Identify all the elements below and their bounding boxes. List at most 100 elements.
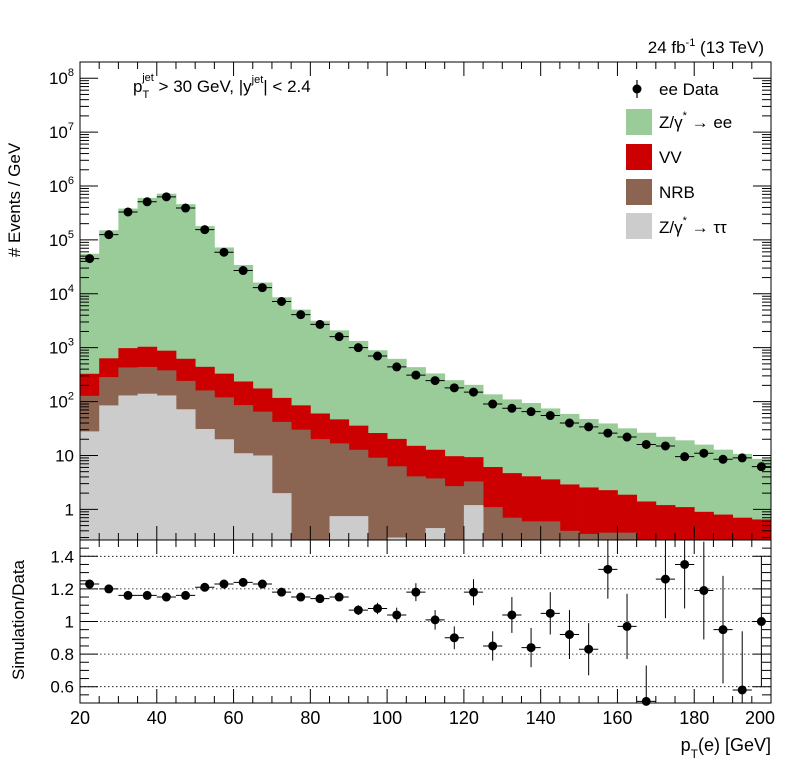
lumi-label: 24 fb-1 (13 TeV) xyxy=(648,37,764,57)
y-tick-label-exponent: 6 xyxy=(68,175,74,187)
y-tick-label: 104 xyxy=(49,283,74,304)
bar-nrb xyxy=(579,533,599,540)
bar-z xyxy=(233,453,254,540)
lumi-tail: (13 TeV) xyxy=(695,38,764,57)
legend-nrb-label: NRB xyxy=(659,183,695,202)
bar-vv xyxy=(675,507,695,540)
bar-z xyxy=(118,395,138,540)
bar-nrb xyxy=(406,476,426,540)
legend-zee-label: Z/γ* → ee xyxy=(659,110,732,132)
ratio-point xyxy=(123,590,133,600)
data-point xyxy=(641,439,651,449)
data-point xyxy=(181,203,191,213)
ratio-point xyxy=(85,579,95,589)
legend-entry-ztt: Z/γ* → ττ xyxy=(626,213,727,239)
cut-pt-sub: T xyxy=(142,89,149,101)
cut-pt-sup: jet xyxy=(141,72,154,84)
y-tick-label-base: 10 xyxy=(49,69,68,88)
data-point xyxy=(622,432,632,442)
data-point xyxy=(411,370,421,380)
x-tick-label: 100 xyxy=(372,708,402,728)
bar-vv xyxy=(655,505,676,540)
y-tick-label-base: 10 xyxy=(49,123,68,142)
y-tick-label: 1 xyxy=(65,500,74,519)
ratio-point xyxy=(430,615,440,625)
bar-nrb xyxy=(521,521,542,540)
bar-z xyxy=(348,516,369,540)
bar-z xyxy=(175,409,196,540)
data-point xyxy=(660,441,670,451)
ratio-point xyxy=(622,621,632,631)
y-tick-label: 108 xyxy=(49,67,74,88)
legend-ztt-swatch xyxy=(626,213,652,239)
main-y-axis-label: # Events / GeV xyxy=(5,142,24,257)
ratio-y-tick-label: 0.8 xyxy=(50,645,74,664)
ratio-point xyxy=(488,641,498,651)
ratio-point xyxy=(181,590,191,600)
ratio-y-tick-label: 1 xyxy=(65,613,74,632)
bar-nrb xyxy=(483,507,503,540)
y-tick-label-base: 10 xyxy=(49,285,68,304)
ratio-y-axis: 0.6 0.8 1 1.2 1.4 xyxy=(50,539,771,697)
ratio-point xyxy=(507,610,517,620)
ratio-point xyxy=(660,574,670,584)
legend-entry-vv: VV xyxy=(626,144,682,170)
ratio-y-tick-label: 1.2 xyxy=(50,580,74,599)
data-point xyxy=(737,453,747,463)
ratio-point xyxy=(411,587,421,597)
cut-y-sup: jet xyxy=(251,74,264,86)
data-point xyxy=(277,296,287,306)
ratio-point xyxy=(449,633,459,643)
y-tick-label-exponent: 2 xyxy=(68,391,74,403)
ratio-point xyxy=(564,630,574,640)
data-point xyxy=(392,362,402,372)
bar-vv xyxy=(598,490,618,540)
bar-nrb xyxy=(329,443,350,540)
bar-vv xyxy=(559,484,580,540)
x-tick-label: 60 xyxy=(224,708,244,728)
ratio-point xyxy=(161,592,171,602)
y-tick-label-base: 10 xyxy=(49,231,68,250)
x-tick-label: 160 xyxy=(602,708,632,728)
bar-z xyxy=(137,393,158,540)
data-point xyxy=(142,197,152,207)
ratio-point xyxy=(603,564,613,574)
ratio-point xyxy=(373,603,383,613)
x-axis-label-rest: (e) [GeV] xyxy=(698,735,771,755)
legend: ee Data Z/γ* → ee VV NRB Z/γ* → ττ xyxy=(626,80,732,239)
bar-vv xyxy=(713,514,734,540)
legend-nrb-swatch xyxy=(626,179,652,205)
y-tick-label-base: 1 xyxy=(65,500,74,519)
ratio-point xyxy=(526,643,536,653)
ratio-point xyxy=(334,592,344,602)
data-point xyxy=(545,411,555,421)
legend-vv-label: VV xyxy=(659,148,682,167)
legend-zee-post: → ee xyxy=(687,113,732,132)
data-point xyxy=(488,399,498,409)
x-tick-label: 180 xyxy=(679,708,709,728)
data-point xyxy=(718,454,728,464)
ratio-point xyxy=(277,587,287,597)
lumi-main: 24 fb xyxy=(648,38,686,57)
legend-data-label: ee Data xyxy=(659,80,719,99)
y-tick-label-exponent: 4 xyxy=(68,283,74,295)
data-point xyxy=(104,230,114,240)
y-tick-label: 106 xyxy=(49,175,74,196)
bar-nrb xyxy=(502,517,522,540)
bar-z xyxy=(80,431,100,540)
ratio-point xyxy=(104,584,114,594)
bar-z xyxy=(195,428,215,540)
x-axis-label-sub: T xyxy=(691,747,699,761)
y-tick-label-base: 10 xyxy=(49,393,68,412)
bar-vv xyxy=(732,517,753,540)
data-points xyxy=(80,192,771,472)
data-point xyxy=(373,351,383,361)
lumi-sup: -1 xyxy=(686,37,696,49)
data-point xyxy=(161,192,171,202)
bar-z xyxy=(214,439,234,540)
y-tick-label-base: 10 xyxy=(49,339,68,358)
bar-nrb xyxy=(291,429,311,540)
